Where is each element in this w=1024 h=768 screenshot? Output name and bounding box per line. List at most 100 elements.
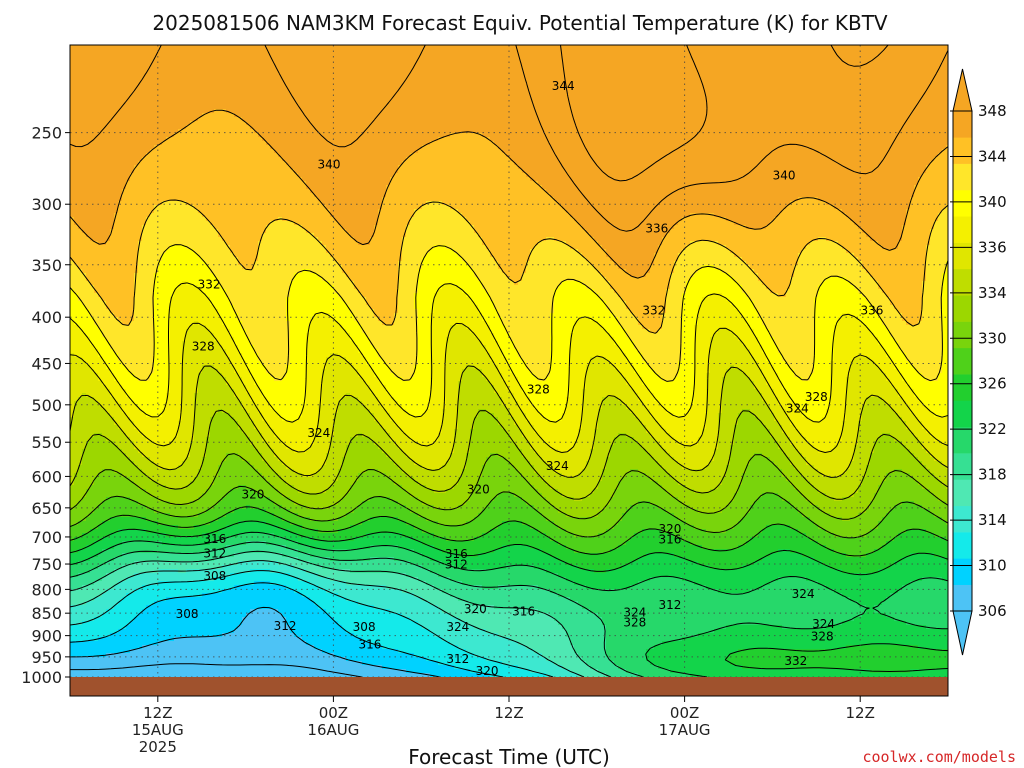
colorbar-swatch [953,558,972,585]
contour-label: 316 [359,637,382,651]
ground-strip [70,677,948,696]
colorbar-label: 322 [978,420,1007,438]
contour-324 [70,506,948,557]
y-tick-label: 300 [31,195,62,214]
contour-label: 328 [805,390,828,404]
contour-label: 336 [860,303,883,317]
contour-label: 320 [659,522,682,536]
colorbar-swatch [953,479,972,507]
y-tick-label: 1000 [21,668,62,687]
colorbar-label: 334 [978,284,1007,302]
contour-label: 312 [274,619,297,633]
colorbar-bottom-arrow [952,610,973,656]
y-tick-label: 900 [31,627,62,646]
contour-328 [70,453,948,520]
x-tick-label: 00Z [670,704,699,722]
colorbar-label: 326 [978,375,1007,393]
contour-306 [70,663,363,677]
contour-label: 320 [241,487,264,501]
contour-label: 324 [546,459,569,473]
y-tick-label: 700 [31,528,62,547]
y-tick-label: 400 [31,308,62,327]
y-tick-label: 350 [31,256,62,275]
contour-330 [70,409,948,500]
contour-fill [70,45,948,677]
y-tick-label: 600 [31,467,62,486]
contour-label: 324 [307,426,330,440]
contour-label: 324 [446,620,469,634]
colorbar-label: 336 [978,238,1007,256]
contour-label: 312 [445,558,468,572]
x-tick-label: 12Z [143,704,172,722]
contour-label: 344 [552,79,575,93]
colorbar-swatch [953,163,972,191]
x-tick-label: 12Z [846,704,875,722]
contour-346 [560,45,889,182]
colorbar-label: 310 [978,557,1007,575]
colorbar-swatch [953,584,972,612]
colorbar-swatch [953,189,972,217]
colorbar-swatch [953,426,972,454]
colorbar-top-arrow [952,68,973,112]
contour-342 [70,109,948,279]
contour-label: 328 [192,339,215,353]
y-tick-label: 650 [31,499,62,518]
colorbar-swatch [953,268,972,296]
colorbar-label: 348 [978,102,1007,120]
contour-label: 324 [812,617,835,631]
contour-label: 316 [203,532,226,546]
contour-312 [70,570,554,677]
contour-label: 316 [445,547,468,561]
colorbar-swatch [953,505,972,533]
y-tick-label: 550 [31,433,62,452]
colorbar-swatch [953,453,972,480]
contour-label: 308 [353,620,376,634]
contour-318 [70,541,644,677]
contour-label: 324 [792,587,815,601]
colorbar-label: 306 [978,602,1007,620]
x-tick-label: 16AUG [307,721,359,739]
contour-label: 332 [198,277,221,291]
colorbar-label: 330 [978,329,1007,347]
y-tick-label: 450 [31,354,62,373]
contour-336 [70,282,948,423]
contour-316 [70,550,612,677]
contour-label: 328 [623,615,646,629]
y-tick-label: 950 [31,648,62,667]
contour-334 [70,322,948,453]
contour-label: 336 [645,221,668,235]
contour-label: 320 [464,602,487,616]
colorbar-swatch [953,321,972,349]
contour-label: 312 [446,652,469,666]
colorbar-swatch [953,295,972,322]
x-tick-label: 12Z [494,704,523,722]
x-axis-label: Forecast Time (UTC) [408,745,610,768]
x-tick-label: 2025 [139,738,177,756]
contour-label: 328 [811,629,834,643]
credit-text: coolwx.com/models [862,748,1016,766]
contour-320 [70,531,948,677]
x-tick-label: 00Z [319,704,348,722]
y-axis: 250 300 350 400 450 500 550 600 650 700 750 800 850 9… [21,124,70,687]
contour-label: 308 [203,569,226,583]
y-tick-label: 750 [31,555,62,574]
chart-title: 2025081506 NAM3KM Forecast Equiv. Potent… [152,11,888,35]
y-tick-label: 800 [31,580,62,599]
colorbar-swatch [953,216,972,243]
contour-label: 324 [623,605,646,619]
contour-label: 320 [476,664,499,678]
contour-label: 324 [786,402,809,416]
contour-label: 316 [512,604,535,618]
colorbar-label: 314 [978,511,1007,529]
x-tick-label: 17AUG [659,721,711,739]
contour-310 [70,582,504,677]
y-tick-label: 250 [31,124,62,143]
colorbar-label: 344 [978,147,1007,165]
contour-label: 308 [176,607,199,621]
contour-label: 320 [467,482,490,496]
colorbar-swatch [953,374,972,401]
